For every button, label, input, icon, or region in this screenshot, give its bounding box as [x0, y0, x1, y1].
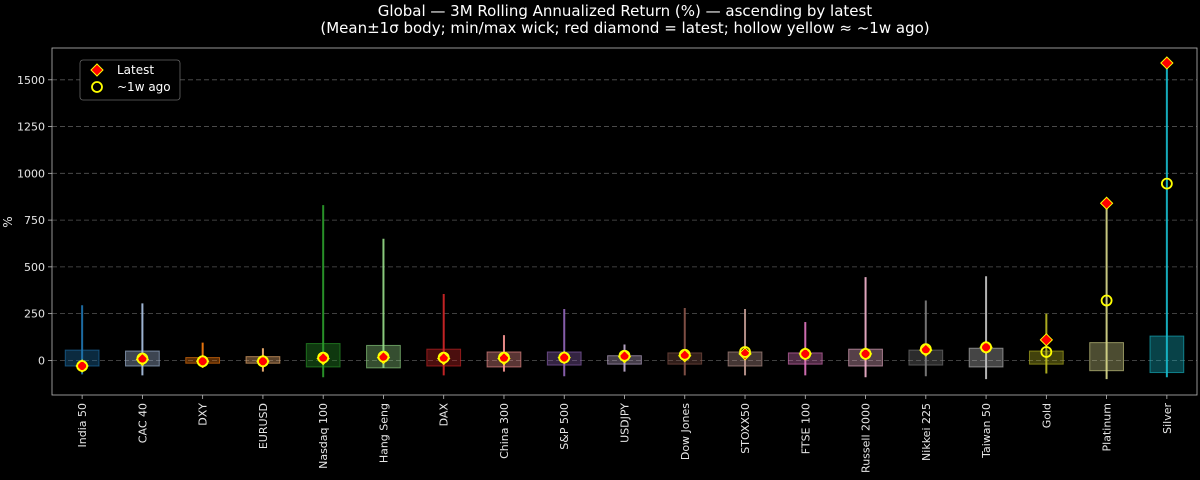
- legend-week-ago-label: ~1w ago: [117, 80, 171, 94]
- week-ago-circle: [1100, 294, 1113, 307]
- x-tick-label: Gold: [1040, 403, 1053, 428]
- latest-diamond: [1160, 56, 1174, 70]
- chart-title: Global — 3M Rolling Annualized Return (%…: [378, 2, 873, 20]
- legend-latest-label: Latest: [117, 63, 154, 77]
- week-ago-circle: [196, 355, 209, 368]
- y-tick-label: 250: [24, 308, 45, 321]
- y-axis-ticks: 0 250 500 750 1000 1250 1500: [17, 74, 52, 367]
- week-ago-circle: [498, 351, 510, 364]
- legend-latest-diamond-icon: [90, 63, 104, 77]
- y-tick-label: 0: [38, 354, 45, 367]
- y-axis-label: %: [1, 216, 15, 227]
- week-ago-circle: [919, 343, 932, 356]
- data-layer: [64, 56, 1185, 380]
- x-tick-label: STOXX50: [739, 403, 752, 454]
- week-ago-circle: [1040, 346, 1053, 358]
- x-tick-label: S&P 500: [558, 403, 571, 450]
- legend-box: [79, 59, 181, 101]
- gridlines: [52, 79, 1197, 361]
- week-ago-circle: [859, 347, 872, 360]
- y-tick-label: 750: [24, 214, 45, 227]
- x-tick-label: Nikkei 225: [920, 403, 933, 461]
- week-ago-circle: [257, 355, 269, 368]
- week-ago-circle: [618, 349, 631, 362]
- y-tick-label: 1250: [17, 121, 45, 134]
- week-ago-circle: [437, 351, 450, 364]
- latest-diamond: [1099, 196, 1114, 210]
- week-ago-circle: [76, 360, 89, 372]
- week-ago-circle: [377, 350, 390, 363]
- x-tick-label: EURUSD: [257, 403, 270, 449]
- x-tick-label: Hang Seng: [377, 403, 390, 463]
- latest-diamond: [1039, 333, 1054, 347]
- y-tick-label: 500: [24, 261, 45, 274]
- x-tick-label: CAC 40: [136, 403, 149, 443]
- x-tick-label: India 50: [76, 403, 89, 448]
- x-tick-label: Taiwan 50: [980, 403, 993, 459]
- x-tick-label: USDJPY: [619, 403, 632, 443]
- y-tick-label: 1500: [17, 74, 45, 87]
- x-tick-label: Dow Jones: [679, 403, 692, 460]
- x-tick-label: DAX: [438, 403, 451, 427]
- plot-frame: [51, 47, 1198, 396]
- x-tick-label: China 300: [498, 403, 511, 459]
- week-ago-circle: [317, 351, 330, 364]
- week-ago-circle: [739, 346, 751, 358]
- week-ago-circle: [1160, 177, 1173, 190]
- week-ago-circle: [980, 341, 992, 354]
- x-tick-label: Russell 2000: [860, 403, 873, 473]
- week-ago-circle: [678, 348, 691, 361]
- y-tick-label: 1000: [17, 167, 45, 180]
- week-ago-circle: [136, 352, 149, 365]
- x-axis-ticks: India 50 CAC 40 DXY EURUSD Nasdaq 100 Hang Se…: [76, 395, 1174, 473]
- legend: Latest ~1w ago: [79, 59, 181, 101]
- week-ago-circle: [558, 351, 571, 364]
- week-ago-circle: [799, 347, 812, 360]
- x-tick-label: DXY: [197, 403, 210, 426]
- legend-week-ago-circle-icon: [91, 81, 103, 93]
- x-tick-label: FTSE 100: [799, 403, 812, 454]
- x-tick-label: Silver: [1161, 403, 1174, 434]
- x-tick-label: Platinum: [1101, 403, 1114, 451]
- chart-subtitle: (Mean±1σ body; min/max wick; red diamond…: [320, 19, 929, 37]
- x-tick-label: Nasdaq 100: [317, 403, 330, 469]
